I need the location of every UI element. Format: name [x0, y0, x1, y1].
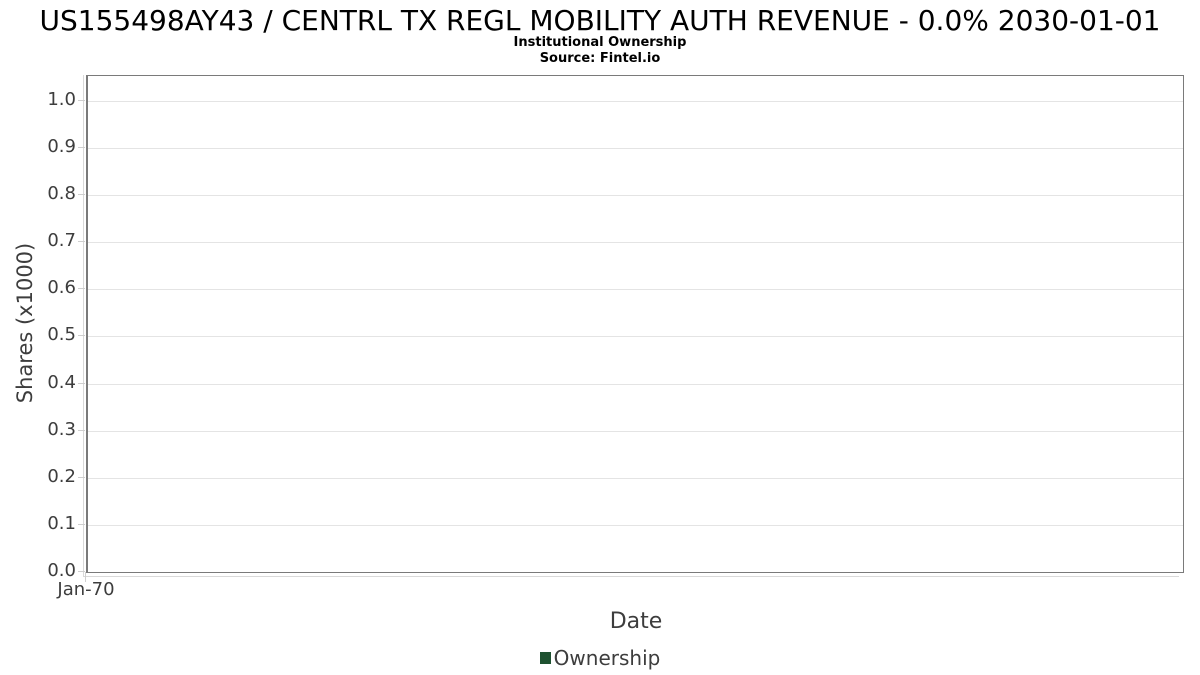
y-tick-mark [78, 383, 85, 384]
legend-marker [539, 652, 551, 664]
y-tick-mark [78, 335, 85, 336]
chart-title: US155498AY43 / CENTRL TX REGL MOBILITY A… [39, 4, 1161, 37]
legend: Ownership [0, 646, 1200, 670]
y-tick-mark [78, 477, 85, 478]
y-tick-label: 0.7 [47, 230, 76, 251]
y-tick-label: 0.8 [47, 183, 76, 204]
y-tick-mark [78, 524, 85, 525]
plot-area [86, 75, 1184, 573]
x-axis-line [83, 576, 1179, 577]
legend-label: Ownership [553, 646, 661, 670]
y-tick-label: 0.2 [47, 466, 76, 487]
gridline [88, 195, 1183, 196]
y-tick-mark [78, 430, 85, 431]
y-tick-label: 0.4 [47, 372, 76, 393]
y-tick-mark [78, 147, 85, 148]
y-tick-mark [78, 571, 85, 572]
gridline [88, 384, 1183, 385]
chart-subtitle: Institutional Ownership [513, 35, 687, 50]
y-tick-mark [78, 241, 85, 242]
y-tick-label: 0.5 [47, 324, 76, 345]
gridline [88, 148, 1183, 149]
y-tick-label: 0.0 [47, 560, 76, 581]
y-tick-label: 0.3 [47, 419, 76, 440]
gridline [88, 289, 1183, 290]
y-tick-mark [78, 194, 85, 195]
legend-item-ownership[interactable]: Ownership [539, 646, 661, 670]
gridline [88, 242, 1183, 243]
x-tick-label: Jan-70 [57, 579, 115, 600]
x-axis-title: Date [609, 609, 663, 634]
gridline [88, 101, 1183, 102]
gridline [88, 431, 1183, 432]
chart-source: Source: Fintel.io [539, 51, 661, 66]
gridline [88, 478, 1183, 479]
y-tick-label: 0.6 [47, 277, 76, 298]
x-tick-mark [85, 572, 86, 582]
y-tick-label: 0.9 [47, 136, 76, 157]
y-tick-mark [78, 288, 85, 289]
y-tick-label: 0.1 [47, 513, 76, 534]
y-axis-line [83, 75, 84, 577]
y-tick-label: 1.0 [47, 89, 76, 110]
gridline [88, 525, 1183, 526]
y-tick-mark [78, 100, 85, 101]
gridline [88, 336, 1183, 337]
